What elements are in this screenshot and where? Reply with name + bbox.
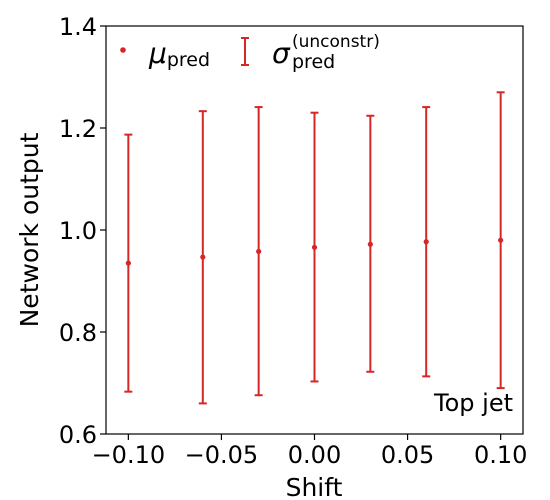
legend-marker-errorbar [241,37,249,66]
x-tick-label: −0.05 [185,441,259,469]
data-point [423,239,429,245]
x-axis-label: Shift [286,473,343,500]
x-tick-label: 0.05 [381,441,434,469]
y-tick-label: 0.8 [59,319,97,347]
legend: μpred σ (unconstr) pred [120,32,380,73]
y-tick-label: 1.4 [59,13,97,41]
legend-label-sigma: σ [272,37,291,70]
data-point [200,254,206,260]
x-tick-label: 0.00 [288,441,341,469]
legend-marker-mean [120,47,126,53]
data-point [311,244,318,250]
y-ticks: 0.6 0.8 1.0 1.2 1.4 [59,13,106,449]
data-points [125,237,504,266]
data-point [125,260,131,266]
y-tick-label: 1.2 [59,115,97,143]
legend-label-sigma-sub: pred [292,51,335,73]
data-point [256,248,262,255]
x-ticks: −0.10 −0.05 0.00 0.05 0.10 [92,434,527,469]
x-tick-label: 0.10 [474,441,527,469]
data-point [367,241,373,247]
plot-frame [105,25,524,435]
x-tick-label: −0.10 [92,441,166,469]
annotation-top-jet: Top jet [433,389,513,417]
data-point [498,237,504,243]
legend-label-mean: μpred [148,37,210,71]
y-axis-label: Network output [15,132,44,327]
y-tick-label: 0.6 [59,421,97,449]
y-tick-label: 1.0 [59,217,97,245]
legend-label-sigma-sup: (unconstr) [292,32,380,52]
